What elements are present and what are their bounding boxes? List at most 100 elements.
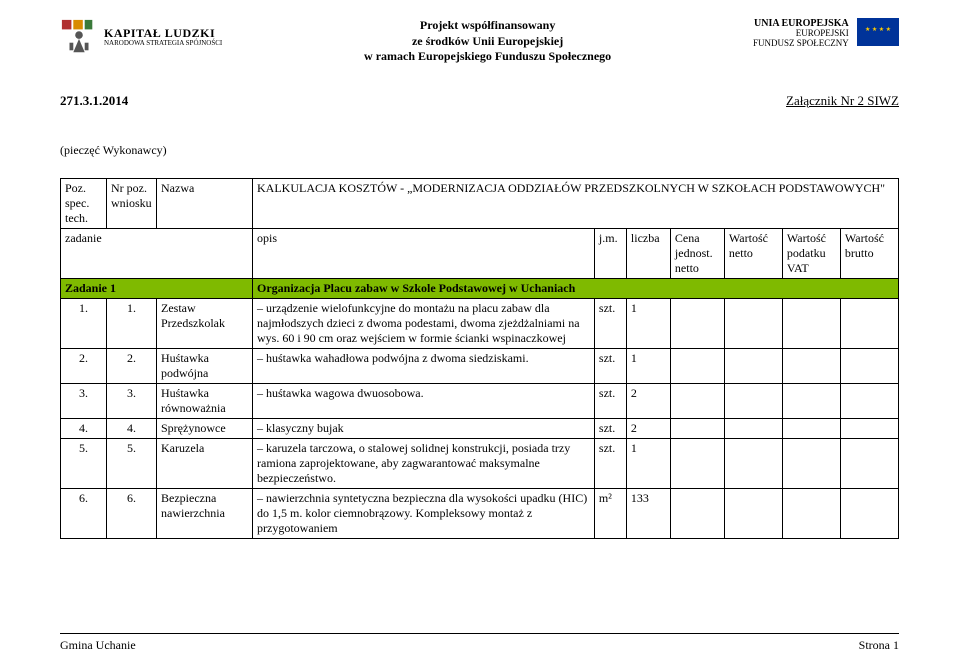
cell-liczba: 1 bbox=[626, 298, 670, 348]
cell-desc: – huśtawka wagowa dwuosobowa. bbox=[253, 383, 595, 418]
cell-vat bbox=[782, 298, 840, 348]
logo-kapital-ludzki: KAPITAŁ LUDZKI NARODOWA STRATEGIA SPÓJNO… bbox=[60, 18, 222, 56]
cell-wn bbox=[724, 383, 782, 418]
eu-flag-icon bbox=[857, 18, 899, 46]
cell-name: Huśtawka podwójna bbox=[157, 348, 253, 383]
cell-jm: szt. bbox=[594, 298, 626, 348]
page-footer: Gmina Uchanie Strona 1 bbox=[60, 633, 899, 653]
th-nr: Nr poz. wniosku bbox=[107, 178, 157, 228]
cell-nr: 6. bbox=[107, 488, 157, 538]
cell-poz: 3. bbox=[61, 383, 107, 418]
table-row: 3.3.Huśtawka równoważnia– huśtawka wagow… bbox=[61, 383, 899, 418]
cell-nr: 4. bbox=[107, 418, 157, 438]
cell-liczba: 2 bbox=[626, 383, 670, 418]
table-row: 6.6.Bezpieczna nawierzchnia– nawierzchni… bbox=[61, 488, 899, 538]
th-name: Nazwa bbox=[157, 178, 253, 228]
cell-jm: szt. bbox=[594, 383, 626, 418]
cell-cena bbox=[670, 488, 724, 538]
cell-vat bbox=[782, 488, 840, 538]
th-liczba: liczba bbox=[626, 228, 670, 278]
th-opis: opis bbox=[253, 228, 595, 278]
table-row: 2.2.Huśtawka podwójna– huśtawka wahadłow… bbox=[61, 348, 899, 383]
table-row: 5.5.Karuzela– karuzela tarczowa, o stalo… bbox=[61, 438, 899, 488]
cell-nr: 5. bbox=[107, 438, 157, 488]
cell-cena bbox=[670, 383, 724, 418]
cell-name: Bezpieczna nawierzchnia bbox=[157, 488, 253, 538]
cell-poz: 5. bbox=[61, 438, 107, 488]
cell-vat bbox=[782, 348, 840, 383]
kl-mark-icon bbox=[60, 18, 98, 56]
cell-wn bbox=[724, 418, 782, 438]
center-line-1: Projekt współfinansowany bbox=[242, 18, 733, 34]
cell-vat bbox=[782, 418, 840, 438]
eu-line3: FUNDUSZ SPOŁECZNY bbox=[753, 39, 849, 49]
cell-cena bbox=[670, 418, 724, 438]
cell-nr: 2. bbox=[107, 348, 157, 383]
cell-desc: – klasyczny bujak bbox=[253, 418, 595, 438]
th-jm: j.m. bbox=[594, 228, 626, 278]
section-label: Zadanie 1 bbox=[61, 278, 253, 298]
table-head-row-2: zadanie opis j.m. liczba Cena jednost. n… bbox=[61, 228, 899, 278]
cell-wb bbox=[840, 383, 898, 418]
cell-desc: – urządzenie wielofunkcyjne do montażu n… bbox=[253, 298, 595, 348]
cell-wb bbox=[840, 348, 898, 383]
section-title: Organizacja Placu zabaw w Szkole Podstaw… bbox=[253, 278, 899, 298]
center-line-3: w ramach Europejskiego Funduszu Społeczn… bbox=[242, 49, 733, 65]
cell-wb bbox=[840, 438, 898, 488]
cell-jm: szt. bbox=[594, 348, 626, 383]
cell-wn bbox=[724, 348, 782, 383]
th-wn: Wartość netto bbox=[724, 228, 782, 278]
center-line-2: ze środków Unii Europejskiej bbox=[242, 34, 733, 50]
footer-right: Strona 1 bbox=[859, 638, 899, 653]
th-zadanie: zadanie bbox=[61, 228, 253, 278]
cell-jm: szt. bbox=[594, 418, 626, 438]
th-title: KALKULACJA KOSZTÓW - „MODERNIZACJA ODDZI… bbox=[253, 178, 899, 228]
cost-table: Poz. spec. tech. Nr poz. wniosku Nazwa K… bbox=[60, 178, 899, 539]
attachment-label: Załącznik Nr 2 SIWZ bbox=[786, 93, 899, 109]
th-cena: Cena jednost. netto bbox=[670, 228, 724, 278]
table-head-row-1: Poz. spec. tech. Nr poz. wniosku Nazwa K… bbox=[61, 178, 899, 228]
cell-wn bbox=[724, 298, 782, 348]
cell-wb bbox=[840, 418, 898, 438]
stamp-placeholder: (pieczęć Wykonawcy) bbox=[60, 143, 899, 158]
logo-kl-text: KAPITAŁ LUDZKI NARODOWA STRATEGIA SPÓJNO… bbox=[104, 27, 222, 48]
cell-jm: szt. bbox=[594, 438, 626, 488]
cell-desc: – karuzela tarczowa, o stalowej solidnej… bbox=[253, 438, 595, 488]
cell-liczba: 1 bbox=[626, 348, 670, 383]
cell-name: Karuzela bbox=[157, 438, 253, 488]
th-poz: Poz. spec. tech. bbox=[61, 178, 107, 228]
cell-poz: 6. bbox=[61, 488, 107, 538]
cell-poz: 1. bbox=[61, 298, 107, 348]
cell-vat bbox=[782, 383, 840, 418]
cell-liczba: 1 bbox=[626, 438, 670, 488]
table-row: 1.1.Zestaw Przedszkolak– urządzenie wiel… bbox=[61, 298, 899, 348]
cell-wn bbox=[724, 488, 782, 538]
page-header: KAPITAŁ LUDZKI NARODOWA STRATEGIA SPÓJNO… bbox=[60, 18, 899, 65]
doc-meta-row: 271.3.1.2014 Załącznik Nr 2 SIWZ bbox=[60, 93, 899, 109]
cell-cena bbox=[670, 438, 724, 488]
footer-left: Gmina Uchanie bbox=[60, 638, 136, 653]
cell-poz: 4. bbox=[61, 418, 107, 438]
cell-liczba: 133 bbox=[626, 488, 670, 538]
kl-line1: KAPITAŁ LUDZKI bbox=[104, 27, 222, 40]
document-number: 271.3.1.2014 bbox=[60, 93, 128, 109]
cell-name: Zestaw Przedszkolak bbox=[157, 298, 253, 348]
cell-cena bbox=[670, 348, 724, 383]
cell-desc: – nawierzchnia syntetyczna bezpieczna dl… bbox=[253, 488, 595, 538]
cell-wn bbox=[724, 438, 782, 488]
kl-line2: NARODOWA STRATEGIA SPÓJNOŚCI bbox=[104, 40, 222, 48]
cell-vat bbox=[782, 438, 840, 488]
cell-wb bbox=[840, 298, 898, 348]
cell-name: Huśtawka równoważnia bbox=[157, 383, 253, 418]
eu-text-col: UNIA EUROPEJSKA EUROPEJSKI FUNDUSZ SPOŁE… bbox=[753, 18, 849, 49]
cell-wb bbox=[840, 488, 898, 538]
header-center-text: Projekt współfinansowany ze środków Unii… bbox=[222, 18, 753, 65]
cell-nr: 3. bbox=[107, 383, 157, 418]
th-wb: Wartość brutto bbox=[840, 228, 898, 278]
logo-eu: UNIA EUROPEJSKA EUROPEJSKI FUNDUSZ SPOŁE… bbox=[753, 18, 899, 49]
th-vat: Wartość podatku VAT bbox=[782, 228, 840, 278]
cell-poz: 2. bbox=[61, 348, 107, 383]
cell-desc: – huśtawka wahadłowa podwójna z dwoma si… bbox=[253, 348, 595, 383]
table-row: 4.4.Sprężynowce– klasyczny bujakszt.2 bbox=[61, 418, 899, 438]
cell-liczba: 2 bbox=[626, 418, 670, 438]
